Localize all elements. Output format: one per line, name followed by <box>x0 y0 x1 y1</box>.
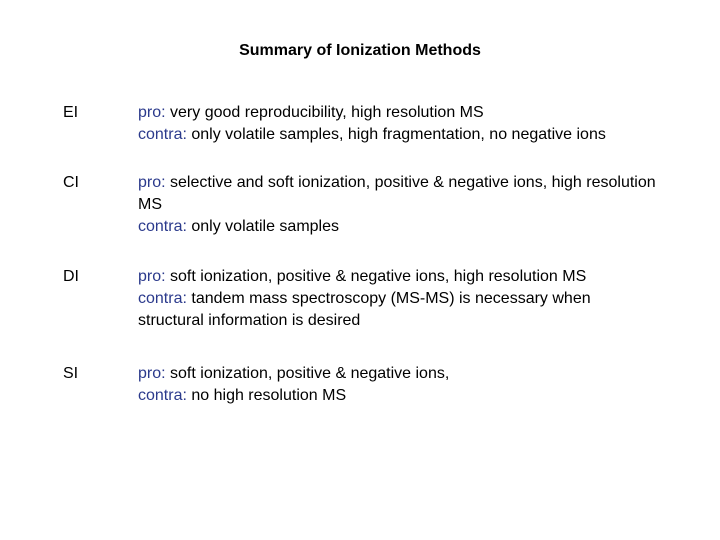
contra-line: contra: tandem mass spectroscopy (MS-MS)… <box>138 288 658 332</box>
method-description: pro: soft ionization, positive & negativ… <box>138 266 658 332</box>
contra-label: contra: <box>138 290 187 307</box>
contra-label: contra: <box>138 126 187 143</box>
pro-label: pro: <box>138 365 166 382</box>
method-abbreviation: DI <box>63 268 79 285</box>
contra-label: contra: <box>138 387 187 404</box>
pro-line: pro: soft ionization, positive & negativ… <box>138 363 668 385</box>
contra-line: contra: only volatile samples, high frag… <box>138 124 668 146</box>
pro-text: soft ionization, positive & negative ion… <box>165 365 450 382</box>
pro-text: selective and soft ionization, positive … <box>138 174 656 213</box>
method-abbreviation: EI <box>63 104 79 121</box>
pro-label: pro: <box>138 104 166 121</box>
pro-label: pro: <box>138 174 166 191</box>
pro-text: very good reproducibility, high resoluti… <box>165 104 484 121</box>
contra-line: contra: no high resolution MS <box>138 385 668 407</box>
contra-label: contra: <box>138 218 187 235</box>
contra-text: only volatile samples <box>186 218 339 235</box>
pro-line: pro: soft ionization, positive & negativ… <box>138 266 658 288</box>
pro-line: pro: very good reproducibility, high res… <box>138 102 668 124</box>
pro-text: soft ionization, positive & negative ion… <box>165 268 587 285</box>
method-abbreviation: SI <box>63 365 79 382</box>
method-description: pro: very good reproducibility, high res… <box>138 102 668 146</box>
pro-line: pro: selective and soft ionization, posi… <box>138 172 658 216</box>
pro-label: pro: <box>138 268 166 285</box>
contra-line: contra: only volatile samples <box>138 216 658 238</box>
contra-text: no high resolution MS <box>186 387 347 404</box>
method-description: pro: selective and soft ionization, posi… <box>138 172 658 238</box>
contra-text: tandem mass spectroscopy (MS-MS) is nece… <box>138 290 591 329</box>
method-abbreviation: CI <box>63 174 79 191</box>
method-description: pro: soft ionization, positive & negativ… <box>138 363 668 407</box>
contra-text: only volatile samples, high fragmentatio… <box>186 126 606 143</box>
page-title: Summary of Ionization Methods <box>239 42 481 59</box>
